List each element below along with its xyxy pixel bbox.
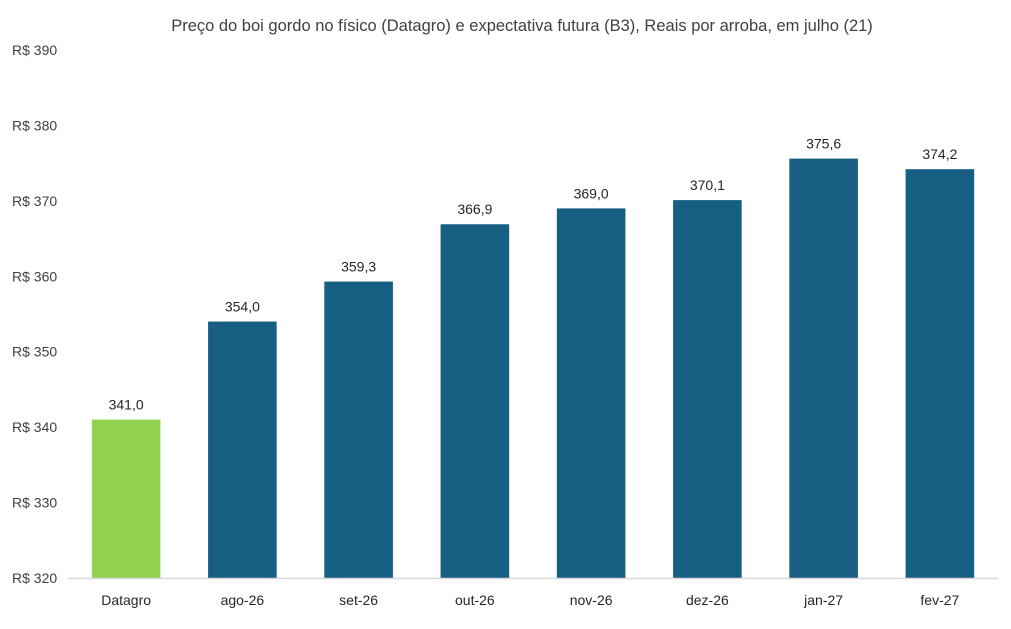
bar-out-26 xyxy=(440,224,510,579)
y-tick-label: R$ 330 xyxy=(12,495,57,511)
data-label: 370,1 xyxy=(690,177,725,193)
x-axis: Datagro ago-26 set-26 out-26 nov-26 dez-26 jan… xyxy=(68,577,998,608)
y-tick-label: R$ 320 xyxy=(12,570,57,586)
data-label: 354,0 xyxy=(225,299,260,315)
bar-nov-26 xyxy=(556,208,626,578)
data-label: 359,3 xyxy=(341,259,376,275)
category-label: out-26 xyxy=(455,592,495,608)
data-label: 374,2 xyxy=(922,146,957,162)
data-labels: 341,0 354,0 359,3 366,9 369,0 370,1 375,6 374,2 xyxy=(109,136,958,413)
chart-title: Preço do boi gordo no físico (Datagro) e… xyxy=(171,17,873,35)
category-label: nov-26 xyxy=(570,592,613,608)
bar-set-26 xyxy=(324,281,393,578)
bar-jan-27 xyxy=(789,158,858,579)
y-tick-label: R$ 350 xyxy=(12,344,57,360)
data-label: 341,0 xyxy=(109,397,144,413)
y-tick-label: R$ 360 xyxy=(12,268,57,284)
y-axis: R$ 320 R$ 330 R$ 340 R$ 350 R$ 360 R$ 370 R$ 3… xyxy=(12,42,57,586)
bar-dez-26 xyxy=(673,200,742,579)
bar-ago-26 xyxy=(208,321,277,578)
category-label: ago-26 xyxy=(221,592,265,608)
category-label: jan-27 xyxy=(803,592,843,608)
category-label: set-26 xyxy=(339,592,378,608)
category-label: fev-27 xyxy=(920,592,959,608)
data-label: 366,9 xyxy=(457,201,492,217)
y-tick-label: R$ 390 xyxy=(12,42,57,58)
category-label: dez-26 xyxy=(686,592,729,608)
y-tick-label: R$ 340 xyxy=(12,419,57,435)
y-tick-label: R$ 370 xyxy=(12,193,57,209)
category-label: Datagro xyxy=(101,592,151,608)
bar-datagro xyxy=(91,419,161,578)
data-label: 375,6 xyxy=(806,136,841,152)
data-label: 369,0 xyxy=(574,185,609,201)
bar-fev-27 xyxy=(905,169,975,579)
bars xyxy=(91,158,975,579)
y-tick-label: R$ 380 xyxy=(12,117,57,133)
